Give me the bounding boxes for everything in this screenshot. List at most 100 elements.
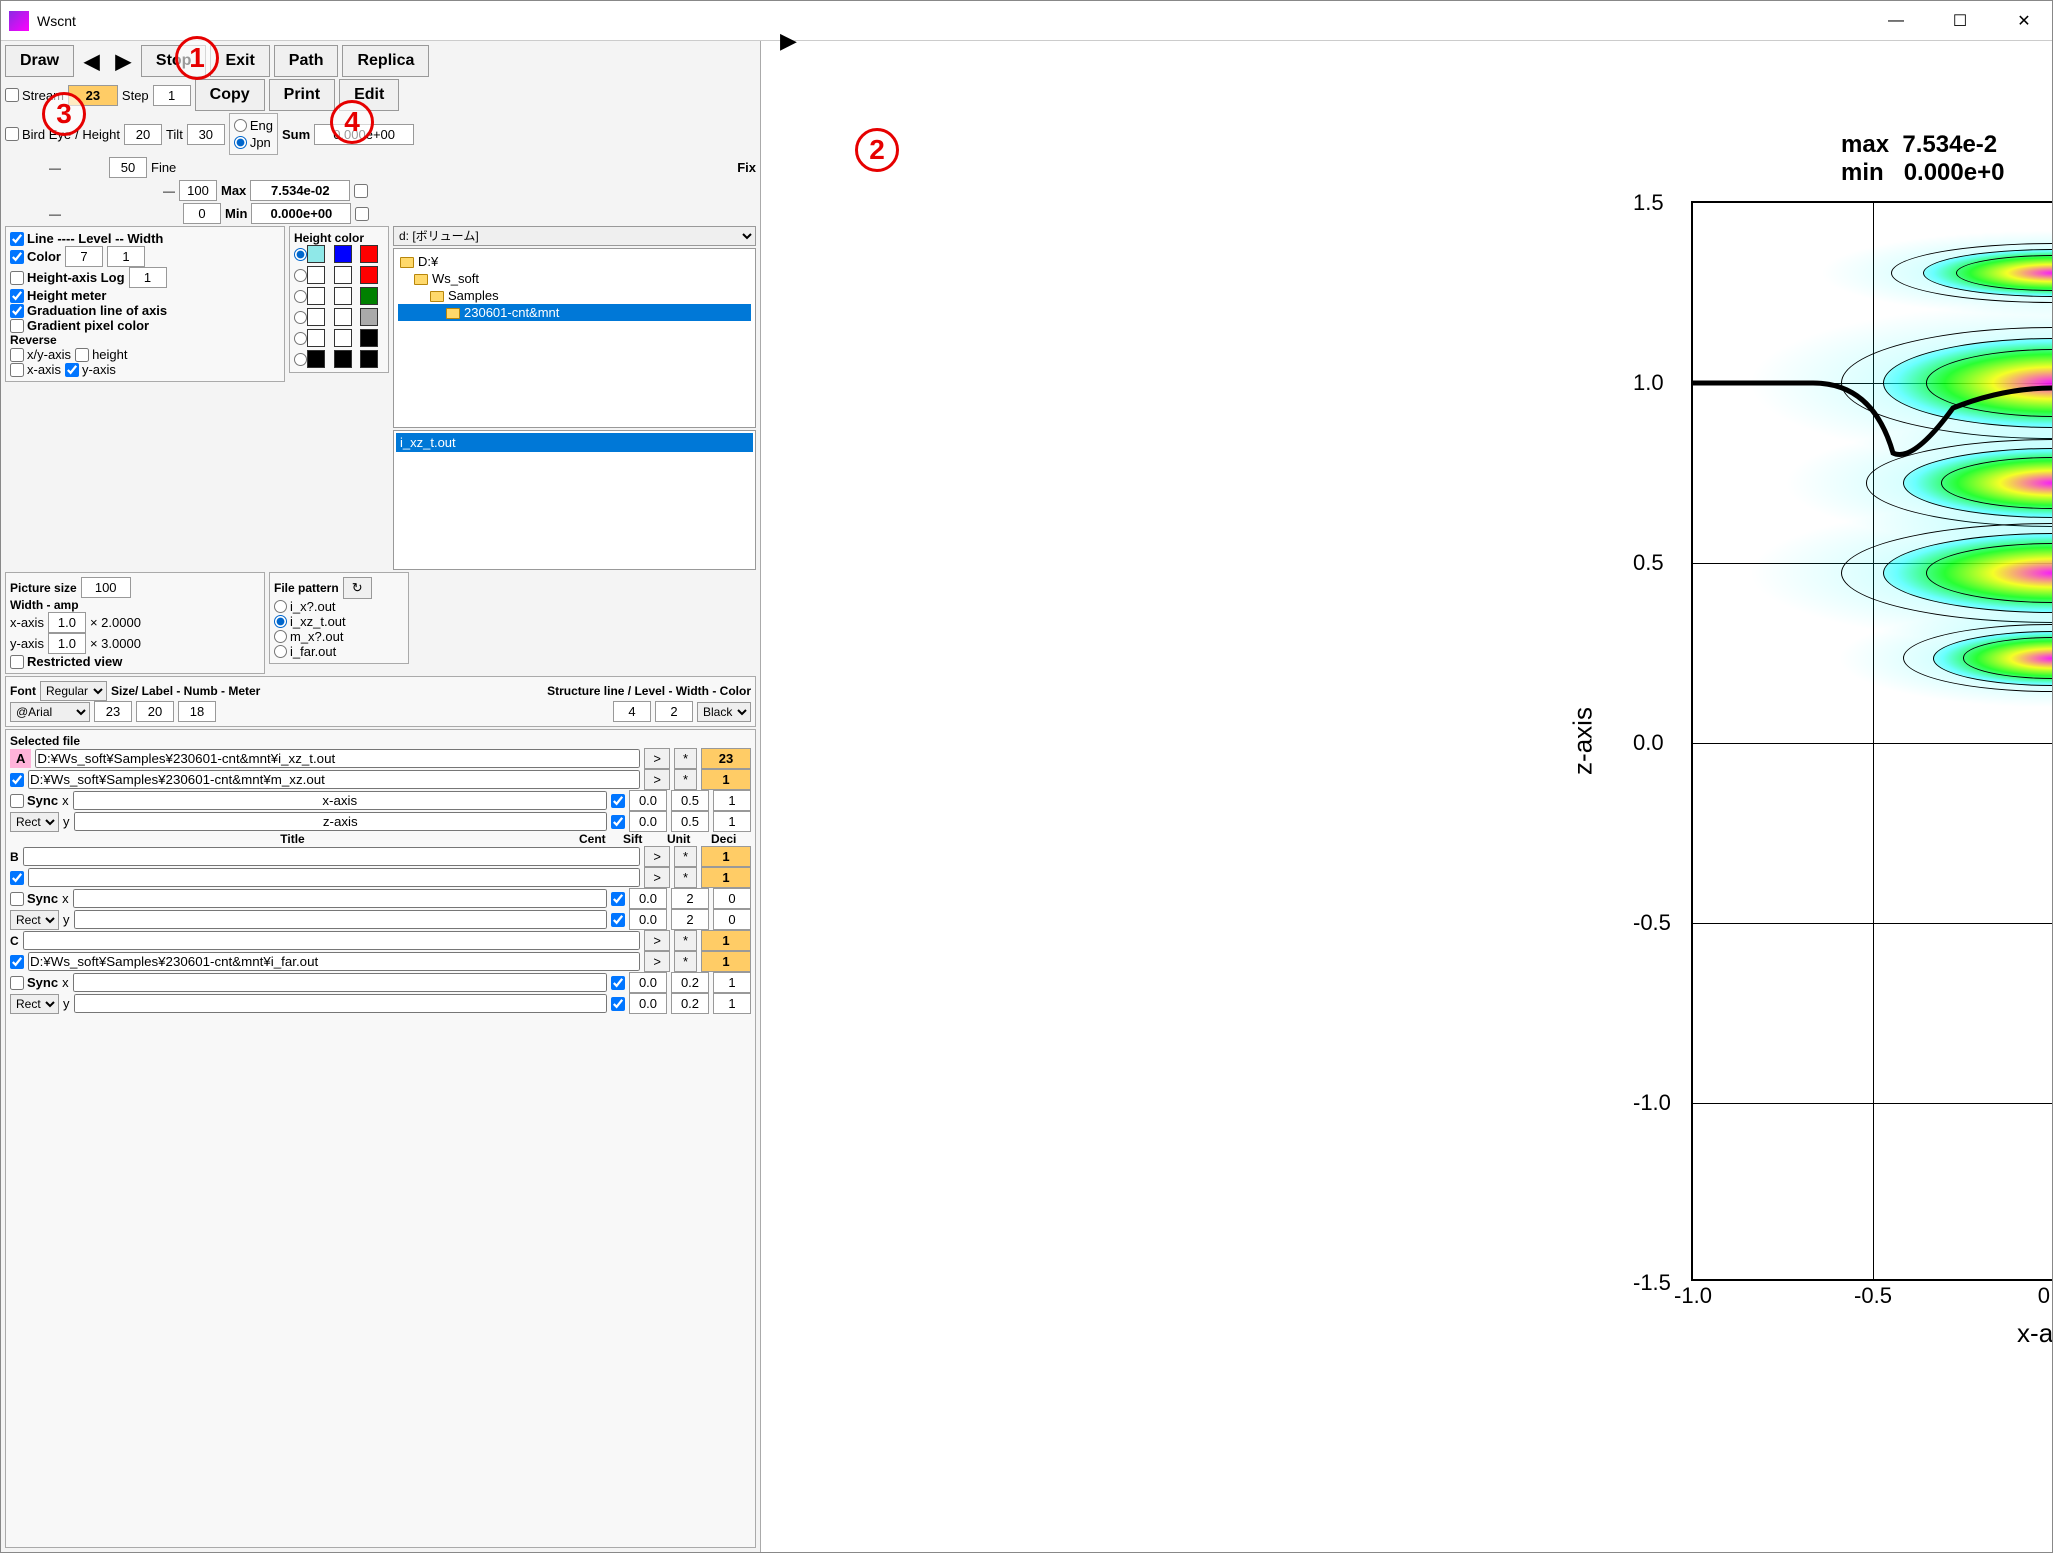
- heightcolor-radio[interactable]: [294, 269, 307, 282]
- color-swatch[interactable]: [307, 350, 325, 368]
- lang-eng-radio[interactable]: [234, 119, 247, 132]
- struct-color-select[interactable]: Black: [697, 702, 751, 722]
- slider3[interactable]: —: [5, 207, 105, 221]
- gpix-check[interactable]: [10, 319, 24, 333]
- color-swatch[interactable]: [334, 287, 352, 305]
- color-swatch[interactable]: [360, 350, 378, 368]
- rev-x-check[interactable]: [10, 363, 24, 377]
- axis-a-y[interactable]: [74, 812, 608, 831]
- file-a-path[interactable]: [35, 749, 640, 768]
- color-swatch[interactable]: [307, 329, 325, 347]
- play-icon[interactable]: ▶: [780, 28, 797, 54]
- height-value[interactable]: [124, 124, 162, 145]
- rev-xy-check[interactable]: [10, 348, 24, 362]
- axis-a-y-check[interactable]: [611, 815, 625, 829]
- birdeye-check[interactable]: [5, 127, 19, 141]
- grad-check[interactable]: [10, 304, 24, 318]
- font-v1[interactable]: [94, 701, 132, 722]
- file-c-path[interactable]: [28, 952, 640, 971]
- color-check[interactable]: [10, 250, 24, 264]
- path-button[interactable]: Path: [274, 45, 339, 77]
- axis-a-x[interactable]: [73, 791, 607, 810]
- min-fix-check[interactable]: [355, 207, 369, 221]
- color-swatch[interactable]: [307, 245, 325, 263]
- sync-a-check[interactable]: [10, 794, 24, 808]
- color-swatch[interactable]: [334, 350, 352, 368]
- font-v2[interactable]: [136, 701, 174, 722]
- color-swatch[interactable]: [334, 245, 352, 263]
- file-list-item[interactable]: i_xz_t.out: [396, 433, 753, 452]
- heightcolor-radio[interactable]: [294, 311, 307, 324]
- exit-button[interactable]: Exit: [210, 45, 269, 77]
- filepattern-radio[interactable]: [274, 630, 287, 643]
- color-v1[interactable]: [65, 246, 103, 267]
- heightcolor-radio[interactable]: [294, 353, 307, 366]
- rev-y-check[interactable]: [65, 363, 79, 377]
- max-value[interactable]: [250, 180, 350, 201]
- file-a-browse[interactable]: >: [644, 748, 670, 769]
- color-swatch[interactable]: [360, 287, 378, 305]
- next-button[interactable]: ▶: [110, 47, 137, 76]
- copy-button[interactable]: Copy: [195, 79, 265, 111]
- lang-jpn-radio[interactable]: [234, 136, 247, 149]
- filepattern-radio[interactable]: [274, 600, 287, 613]
- rev-height-check[interactable]: [75, 348, 89, 362]
- slider1[interactable]: —: [5, 161, 105, 175]
- color-swatch[interactable]: [307, 308, 325, 326]
- color-swatch[interactable]: [360, 308, 378, 326]
- line-check[interactable]: [10, 232, 24, 246]
- color-v2[interactable]: [107, 246, 145, 267]
- color-swatch[interactable]: [334, 308, 352, 326]
- stream-check[interactable]: [5, 88, 19, 102]
- folder-tree[interactable]: D:¥ Ws_soft Samples 230601-cnt&mnt: [393, 248, 756, 428]
- color-swatch[interactable]: [334, 266, 352, 284]
- hmeter-check[interactable]: [10, 289, 24, 303]
- struct-v2[interactable]: [655, 701, 693, 722]
- font-v3[interactable]: [178, 701, 216, 722]
- maximize-button[interactable]: ☐: [1940, 6, 1980, 36]
- max-scale[interactable]: [179, 180, 217, 201]
- color-swatch[interactable]: [360, 266, 378, 284]
- heightcolor-radio[interactable]: [294, 248, 307, 261]
- fine-value[interactable]: [109, 157, 147, 178]
- print-button[interactable]: Print: [269, 79, 335, 111]
- replica-button[interactable]: Replica: [342, 45, 429, 77]
- file-a-star[interactable]: *: [674, 748, 697, 769]
- color-swatch[interactable]: [334, 329, 352, 347]
- restrict-check[interactable]: [10, 655, 24, 669]
- heightcolor-radio[interactable]: [294, 332, 307, 345]
- min-scale[interactable]: [183, 203, 221, 224]
- file-b-path[interactable]: [23, 847, 641, 866]
- drive-select[interactable]: d: [ボリューム]: [393, 226, 756, 246]
- hlog-check[interactable]: [10, 271, 24, 285]
- file-a2-path[interactable]: [28, 770, 640, 789]
- color-swatch[interactable]: [360, 245, 378, 263]
- file-a2-browse[interactable]: >: [644, 769, 670, 790]
- color-swatch[interactable]: [307, 266, 325, 284]
- color-swatch[interactable]: [307, 287, 325, 305]
- pic-y-v1[interactable]: [48, 633, 86, 654]
- font-family-select[interactable]: @Arial: [10, 702, 90, 722]
- step-value[interactable]: [153, 85, 191, 106]
- hlog-value[interactable]: [129, 267, 167, 288]
- struct-v1[interactable]: [613, 701, 651, 722]
- slider2[interactable]: —: [5, 184, 175, 198]
- filepattern-radio[interactable]: [274, 645, 287, 658]
- min-value[interactable]: [251, 203, 351, 224]
- heightcolor-radio[interactable]: [294, 290, 307, 303]
- prev-button[interactable]: ◀: [78, 47, 105, 76]
- axis-a-x-check[interactable]: [611, 794, 625, 808]
- minimize-button[interactable]: —: [1876, 6, 1916, 36]
- picsize-value[interactable]: [81, 577, 131, 598]
- close-button[interactable]: ✕: [2004, 6, 2044, 36]
- font-weight-select[interactable]: Regular: [40, 681, 107, 701]
- pic-x-v1[interactable]: [48, 612, 86, 633]
- max-fix-check[interactable]: [354, 184, 368, 198]
- color-swatch[interactable]: [360, 329, 378, 347]
- tilt-value[interactable]: [187, 124, 225, 145]
- rect-a-select[interactable]: Rect: [10, 812, 59, 832]
- file-a2-check[interactable]: [10, 773, 24, 787]
- file-list[interactable]: i_xz_t.out: [393, 430, 756, 570]
- file-a2-star[interactable]: *: [674, 769, 697, 790]
- refresh-button[interactable]: ↻: [343, 577, 372, 599]
